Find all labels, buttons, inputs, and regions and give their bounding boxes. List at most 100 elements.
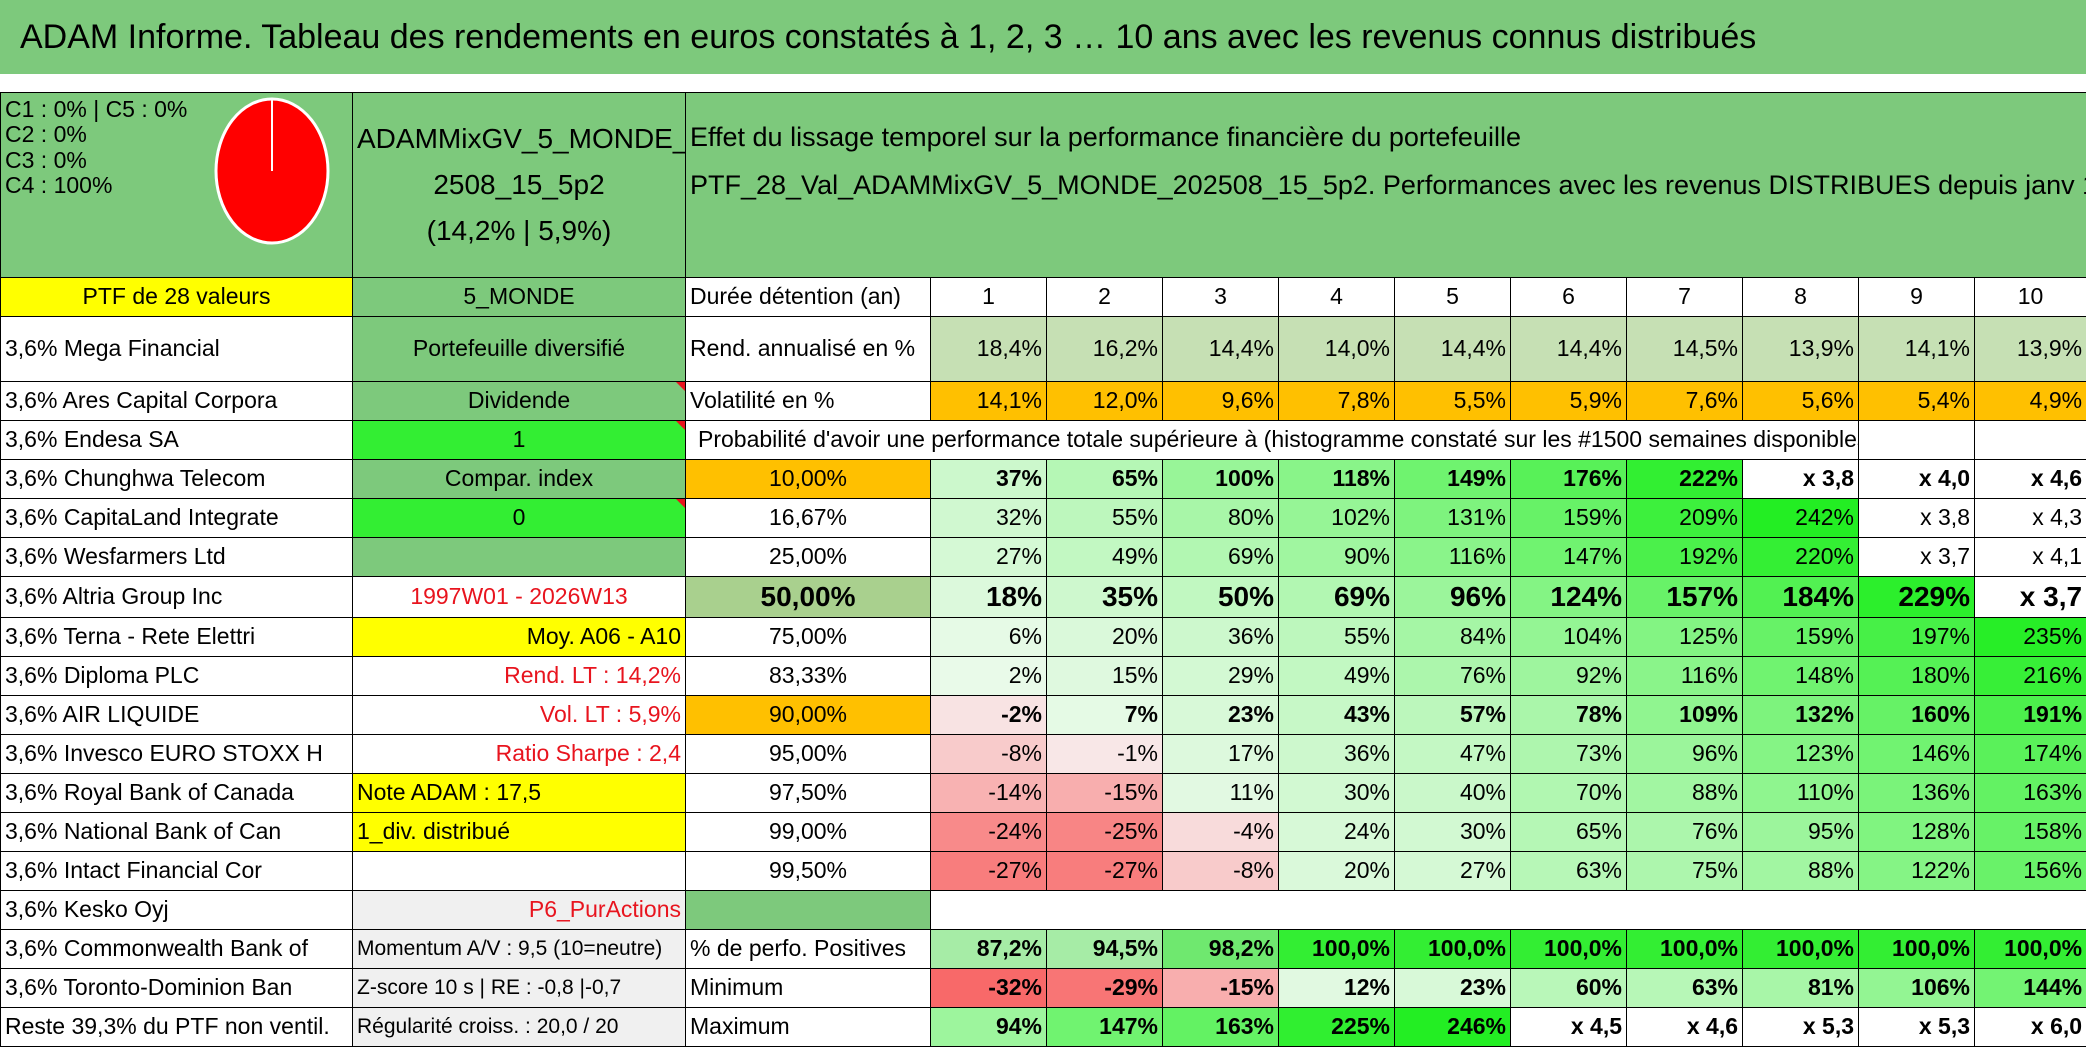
probability-cell: x 3,7 <box>1975 577 2086 618</box>
probability-cell: 174% <box>1975 735 2086 774</box>
maximum-label: Maximum <box>686 1008 931 1047</box>
probability-cell: 124% <box>1511 577 1627 618</box>
probability-cell: 20% <box>1279 852 1395 891</box>
probability-cell: 75% <box>1627 852 1743 891</box>
positive-perf-cell: 100,0% <box>1859 930 1975 969</box>
volatility-cell: 12,0% <box>1047 382 1163 421</box>
probability-threshold: 97,50% <box>686 774 931 813</box>
volatility-label: Volatilité en % <box>686 382 931 421</box>
probability-cell: 109% <box>1627 696 1743 735</box>
probability-cell: 104% <box>1511 618 1627 657</box>
probability-cell: 69% <box>1279 577 1395 618</box>
probability-cell: -25% <box>1047 813 1163 852</box>
portfolio-type: Portefeuille diversifié <box>353 317 686 382</box>
portfolio-name-line1: ADAMMixGV_5_MONDE_20 <box>357 116 681 162</box>
year-header: 10 <box>1975 278 2086 317</box>
maximum-cell: 147% <box>1047 1008 1163 1047</box>
annual-return-cell: 13,9% <box>1975 317 2086 382</box>
probability-cell: 36% <box>1279 735 1395 774</box>
probability-cell: 65% <box>1047 460 1163 499</box>
effect-line2: PTF_28_Val_ADAMMixGV_5_MONDE_202508_15_5… <box>690 161 2082 209</box>
probability-cell: 184% <box>1743 577 1859 618</box>
positive-perf-cell: 100,0% <box>1511 930 1627 969</box>
probability-threshold: 99,00% <box>686 813 931 852</box>
probability-cell: -24% <box>931 813 1047 852</box>
probability-cell: 176% <box>1511 460 1627 499</box>
probability-cell: 110% <box>1743 774 1859 813</box>
holding-name: 3,6% Wesfarmers Ltd <box>1 538 353 577</box>
probability-cell: 216% <box>1975 657 2086 696</box>
positive-perf-cell: 100,0% <box>1395 930 1511 969</box>
probability-cell: 11% <box>1163 774 1279 813</box>
probability-threshold: 95,00% <box>686 735 931 774</box>
probability-cell: 180% <box>1859 657 1975 696</box>
year-header: 9 <box>1859 278 1975 317</box>
holding-name: 3,6% Invesco EURO STOXX H <box>1 735 353 774</box>
probability-cell: 24% <box>1279 813 1395 852</box>
maximum-cell: 163% <box>1163 1008 1279 1047</box>
probability-cell: 18% <box>931 577 1047 618</box>
probability-cell: 123% <box>1743 735 1859 774</box>
probability-cell: 49% <box>1047 538 1163 577</box>
portfolio-name-line2: 2508_15_5p2 <box>357 162 681 208</box>
volatility-cell: 7,8% <box>1279 382 1395 421</box>
effect-line1: Effet du lissage temporel sur la perform… <box>690 113 2082 161</box>
minimum-cell: -29% <box>1047 969 1163 1008</box>
probability-cell: 100% <box>1163 460 1279 499</box>
probability-cell: 147% <box>1511 538 1627 577</box>
adam-score: Note ADAM : 17,5 <box>353 774 686 813</box>
probability-cell: 15% <box>1047 657 1163 696</box>
empty-cell <box>353 852 686 891</box>
benchmark-label: Compar. index <box>353 460 686 499</box>
probability-cell: 96% <box>1627 735 1743 774</box>
probability-cell: x 3,7 <box>1859 538 1975 577</box>
probability-cell: x 4,3 <box>1975 499 2086 538</box>
probability-cell: -2% <box>931 696 1047 735</box>
minimum-cell: -32% <box>931 969 1047 1008</box>
probability-cell: 160% <box>1859 696 1975 735</box>
probability-cell: x 4,6 <box>1975 460 2086 499</box>
probability-cell: x 4,0 <box>1859 460 1975 499</box>
flag-value: 1 <box>353 421 686 460</box>
probability-cell: 84% <box>1395 618 1511 657</box>
holding-name: 3,6% Endesa SA <box>1 421 353 460</box>
minimum-cell: 63% <box>1627 969 1743 1008</box>
zone-label: 5_MONDE <box>353 278 686 317</box>
empty-cell <box>1859 421 1975 460</box>
probability-cell: 69% <box>1163 538 1279 577</box>
probability-threshold: 16,67% <box>686 499 931 538</box>
probability-cell: 191% <box>1975 696 2086 735</box>
positive-perf-cell: 87,2% <box>931 930 1047 969</box>
probability-cell: 55% <box>1279 618 1395 657</box>
probability-cell: 55% <box>1047 499 1163 538</box>
holding-name: 3,6% AIR LIQUIDE <box>1 696 353 735</box>
probability-cell: 192% <box>1627 538 1743 577</box>
year-header: 1 <box>931 278 1047 317</box>
period-label: 1997W01 - 2026W13 <box>353 577 686 618</box>
annual-return-cell: 14,1% <box>1859 317 1975 382</box>
probability-cell: 116% <box>1395 538 1511 577</box>
probability-cell: 47% <box>1395 735 1511 774</box>
maximum-cell: 246% <box>1395 1008 1511 1047</box>
probability-cell: 35% <box>1047 577 1163 618</box>
holding-name: 3,6% National Bank of Can <box>1 813 353 852</box>
probability-cell: 95% <box>1743 813 1859 852</box>
volatility-cell: 7,6% <box>1627 382 1743 421</box>
probability-cell: 20% <box>1047 618 1163 657</box>
probability-cell: x 4,1 <box>1975 538 2086 577</box>
probability-cell: x 3,8 <box>1859 499 1975 538</box>
probability-cell: 29% <box>1163 657 1279 696</box>
probability-cell: 37% <box>931 460 1047 499</box>
class-pie-chart <box>213 96 331 246</box>
minimum-cell: 12% <box>1279 969 1395 1008</box>
minimum-cell: 81% <box>1743 969 1859 1008</box>
probability-cell: 27% <box>931 538 1047 577</box>
probability-cell: 65% <box>1511 813 1627 852</box>
annual-return-cell: 14,5% <box>1627 317 1743 382</box>
probability-cell: 156% <box>1975 852 2086 891</box>
holding-name: 3,6% Mega Financial <box>1 317 353 382</box>
empty-cell <box>686 891 931 930</box>
asset-class-box: C1 : 0% | C5 : 0% C2 : 0% C3 : 0% C4 : 1… <box>1 93 353 278</box>
probability-cell: 88% <box>1743 852 1859 891</box>
